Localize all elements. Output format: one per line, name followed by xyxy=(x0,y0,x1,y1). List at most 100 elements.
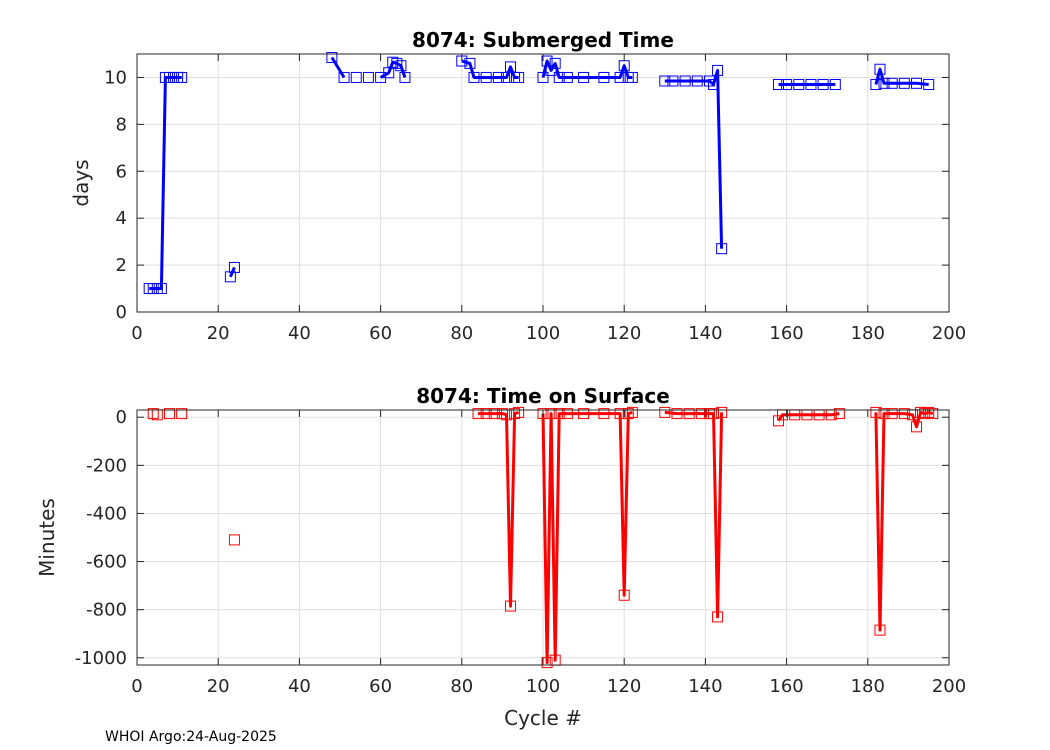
data-point-marker xyxy=(886,408,898,420)
data-point-marker xyxy=(923,406,935,418)
data-point-marker xyxy=(911,77,923,89)
data-point-marker xyxy=(350,71,362,83)
data-point-marker xyxy=(578,408,590,420)
x-tick-label: 20 xyxy=(207,323,230,344)
data-point-marker xyxy=(691,75,703,87)
data-point-marker xyxy=(626,406,638,418)
data-point-marker xyxy=(155,283,167,295)
data-point-marker xyxy=(500,71,512,83)
data-point-marker xyxy=(614,71,626,83)
data-point-marker xyxy=(492,71,504,83)
x-tick-label: 120 xyxy=(607,323,641,344)
data-point-marker xyxy=(176,408,188,420)
data-point-marker xyxy=(541,55,553,67)
data-point-marker xyxy=(468,71,480,83)
data-series-group xyxy=(143,52,935,295)
x-tick-label: 140 xyxy=(688,323,722,344)
data-point-marker xyxy=(870,406,882,418)
x-tick-label: 160 xyxy=(769,323,803,344)
data-point-marker xyxy=(228,534,240,546)
data-point-marker xyxy=(772,78,784,90)
data-point-marker xyxy=(626,71,638,83)
data-point-marker xyxy=(618,589,630,601)
x-tick-label: 140 xyxy=(688,676,722,697)
data-point-marker xyxy=(228,261,240,273)
data-point-marker xyxy=(886,77,898,89)
data-point-marker xyxy=(772,415,784,427)
data-point-marker xyxy=(716,406,728,418)
x-tick-label: 40 xyxy=(288,676,311,697)
data-point-marker xyxy=(488,408,500,420)
data-point-marker xyxy=(874,624,886,636)
y-tick-label: 6 xyxy=(116,161,127,182)
data-point-marker xyxy=(578,71,590,83)
data-point-marker xyxy=(399,71,411,83)
data-point-marker xyxy=(870,78,882,90)
chart-title: 8074: Time on Surface xyxy=(416,384,670,408)
data-point-marker xyxy=(395,60,407,72)
data-point-marker xyxy=(505,600,517,612)
data-point-marker xyxy=(833,408,845,420)
data-point-marker xyxy=(793,78,805,90)
data-point-marker xyxy=(561,408,573,420)
data-point-marker xyxy=(712,64,724,76)
data-point-marker xyxy=(614,408,626,420)
x-tick-label: 120 xyxy=(607,676,641,697)
data-point-marker xyxy=(480,408,492,420)
data-point-marker xyxy=(472,408,484,420)
chart-title: 8074: Submerged Time xyxy=(412,28,674,52)
footer-credit: WHOI Argo:24-Aug-2025 xyxy=(105,729,277,745)
x-tick-label: 0 xyxy=(131,323,142,344)
data-point-marker xyxy=(716,243,728,255)
data-point-marker xyxy=(679,75,691,87)
data-point-marker xyxy=(805,78,817,90)
data-point-marker xyxy=(513,406,525,418)
series-line xyxy=(541,410,633,665)
data-point-marker xyxy=(338,71,350,83)
data-point-marker xyxy=(391,57,403,69)
data-point-marker xyxy=(695,408,707,420)
x-tick-label: 200 xyxy=(932,676,966,697)
y-tick-label: 4 xyxy=(116,208,127,229)
data-point-marker xyxy=(927,408,939,420)
y-tick-label: 2 xyxy=(116,255,127,276)
x-tick-label: 160 xyxy=(769,676,803,697)
data-point-marker xyxy=(667,75,679,87)
y-tick-label: -600 xyxy=(86,552,127,573)
x-tick-label: 40 xyxy=(288,323,311,344)
data-point-marker xyxy=(915,406,927,418)
data-point-marker xyxy=(383,67,395,79)
series-line xyxy=(478,410,520,608)
series-line xyxy=(777,412,840,422)
data-point-marker xyxy=(561,71,573,83)
y-tick-label: -800 xyxy=(86,600,127,621)
data-point-marker xyxy=(878,408,890,420)
data-point-marker xyxy=(919,408,931,420)
data-point-marker xyxy=(659,75,671,87)
data-point-marker xyxy=(898,77,910,89)
data-point-marker xyxy=(911,421,923,433)
series-line xyxy=(664,68,724,249)
data-point-marker xyxy=(659,406,671,418)
data-point-marker xyxy=(817,78,829,90)
x-tick-label: 60 xyxy=(369,676,392,697)
data-point-marker xyxy=(553,408,565,420)
y-tick-label: -400 xyxy=(86,503,127,524)
data-point-marker xyxy=(176,71,188,83)
data-point-marker xyxy=(671,408,683,420)
data-point-marker xyxy=(708,78,720,90)
data-point-marker xyxy=(224,271,236,283)
x-tick-label: 80 xyxy=(450,323,473,344)
data-point-marker xyxy=(362,71,374,83)
y-tick-label: 10 xyxy=(104,67,127,88)
x-tick-label: 180 xyxy=(851,323,885,344)
data-point-marker xyxy=(509,408,521,420)
chart-panel-2: 0 20 40 60 80 100 120 140 160 180 200 0 -200 -400 -600… xyxy=(35,384,966,730)
y-tick-label: -1000 xyxy=(75,648,127,669)
data-point-marker xyxy=(513,71,525,83)
x-tick-label: 100 xyxy=(526,676,560,697)
data-point-marker xyxy=(781,78,793,90)
data-point-marker xyxy=(326,52,338,64)
y-axis-label: days xyxy=(69,159,93,206)
